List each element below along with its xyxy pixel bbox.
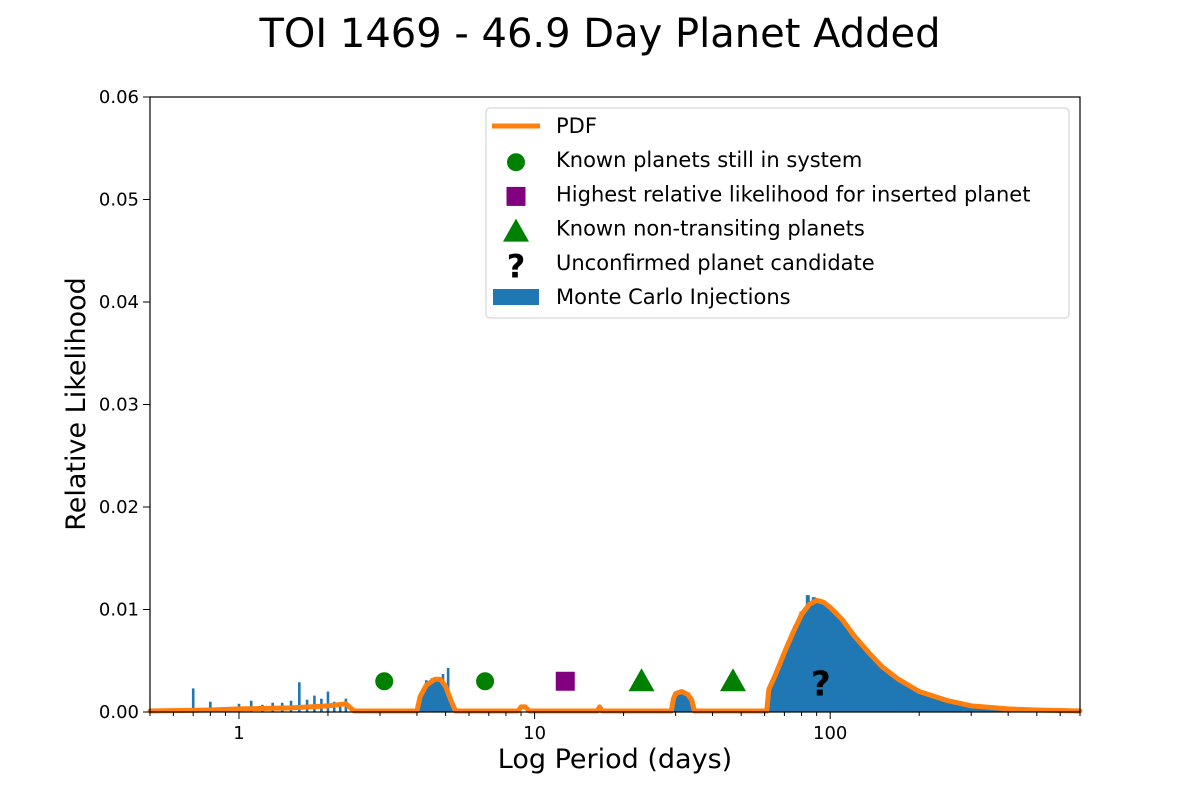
legend-triangle-swatch	[503, 218, 529, 242]
y-axis: 0.00 0.01 0.02 0.03 0.04 0.05 0.06	[99, 87, 150, 723]
legend-circle-swatch	[507, 153, 525, 172]
legend-item: Known planets still in system	[507, 148, 862, 172]
chart-title: TOI 1469 - 46.9 Day Planet Added	[258, 11, 940, 57]
legend-item: Known non-transiting planets	[503, 217, 865, 242]
non-transiting-planet-marker	[719, 668, 746, 692]
legend-frame	[485, 107, 1070, 319]
histogram-bar	[313, 695, 316, 712]
legend-label: PDF	[556, 114, 597, 138]
histogram-bar	[326, 691, 330, 712]
non-transiting-planet-marker	[628, 668, 655, 692]
legend-label: Highest relative likelihood for inserted…	[556, 182, 1030, 206]
legend-label: Unconfirmed planet candidate	[556, 251, 875, 275]
legend-item: Monte Carlo Injections	[493, 285, 791, 309]
known-planet-marker	[375, 672, 394, 691]
y-tick-label: 0.06	[99, 87, 139, 108]
legend-patch-swatch	[493, 289, 539, 305]
legend-label: Known non-transiting planets	[556, 217, 865, 241]
legend-label: Monte Carlo Injections	[556, 285, 791, 309]
y-tick-label: 0.04	[99, 292, 139, 313]
inserted-planet-marker	[555, 671, 575, 691]
y-tick-label: 0.01	[99, 600, 139, 621]
x-tick-label: 10	[523, 723, 546, 744]
y-axis-label: Relative Likelihood	[61, 277, 92, 531]
legend: PDF Known planets still in system Highest …	[485, 107, 1070, 319]
y-tick-label: 0.03	[99, 395, 139, 416]
y-tick-label: 0.02	[99, 497, 139, 518]
x-axis-label: Log Period (days)	[498, 744, 732, 775]
legend-square-swatch	[506, 186, 526, 206]
legend-item: ? Unconfirmed planet candidate	[507, 247, 875, 285]
x-tick-label: 1	[233, 723, 244, 744]
x-axis: 1 10 100	[149, 712, 1081, 744]
y-tick-label: 0.00	[99, 702, 139, 723]
legend-label: Known planets still in system	[556, 148, 862, 172]
y-tick-label: 0.05	[99, 190, 139, 211]
histogram-bar	[338, 703, 342, 712]
known-planet-marker	[476, 672, 495, 691]
histogram-bar	[191, 688, 195, 712]
candidate-marker: ?	[811, 665, 831, 705]
histogram-bar	[298, 682, 301, 712]
histogram-bar	[209, 701, 212, 712]
legend-item: Highest relative likelihood for inserted…	[506, 182, 1030, 206]
legend-question-swatch: ?	[507, 247, 526, 285]
legend-item: PDF	[492, 114, 597, 138]
pdf-curve	[147, 597, 1083, 714]
plot-area: ?	[147, 595, 1083, 714]
x-tick-label: 100	[813, 723, 847, 744]
histogram-peak-area	[766, 601, 1080, 712]
